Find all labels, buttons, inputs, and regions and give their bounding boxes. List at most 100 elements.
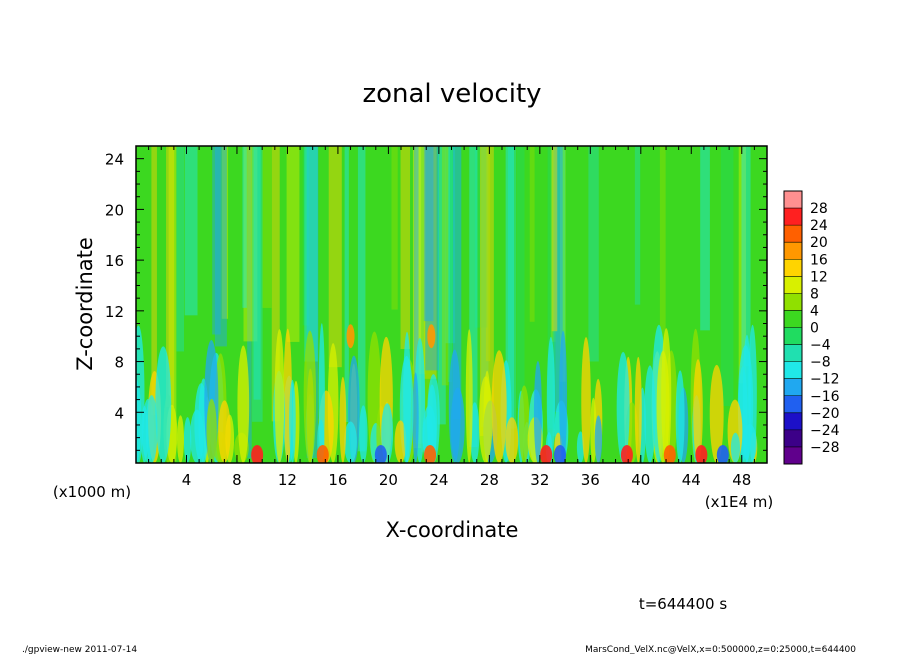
field-band — [445, 146, 456, 344]
field-band — [507, 146, 517, 429]
field-plume — [505, 417, 519, 463]
colorbar-swatch — [784, 327, 802, 346]
colorbar-label: 12 — [810, 269, 828, 285]
field-plume — [478, 376, 493, 463]
field-band — [516, 146, 525, 408]
field-band — [529, 146, 535, 322]
field-core — [554, 445, 567, 463]
field-plume — [693, 359, 703, 463]
x-tick-label: 8 — [232, 471, 242, 489]
field-plume — [136, 325, 145, 463]
field-plume — [465, 329, 473, 463]
field-plume — [533, 360, 542, 463]
field-band — [168, 146, 177, 462]
field-plume — [709, 364, 724, 463]
field-plume — [675, 370, 685, 463]
y-axis-label: Z-coordinate — [73, 237, 97, 371]
footer-right: MarsCond_VelX.nc@VelX,x=0:500000,z=0:250… — [585, 645, 856, 654]
y-tick-label: 24 — [105, 151, 124, 169]
colorbar-label: −12 — [810, 372, 840, 388]
colorbar-swatch — [784, 259, 802, 277]
field-core — [251, 445, 264, 463]
colorbar-label: −4 — [810, 338, 831, 354]
colorbar-swatch — [784, 208, 802, 226]
x-axis: 4 8 12 16 20 24 28 32 36 40 44 48 — [148, 146, 755, 489]
field-band — [479, 146, 494, 436]
y-axis: 4 8 12 16 20 24 — [105, 151, 767, 451]
colorbar-label: 28 — [810, 201, 828, 217]
field-band — [306, 146, 319, 458]
field-plume — [616, 351, 630, 463]
field-plume — [518, 385, 530, 463]
field-band — [286, 146, 300, 342]
field-band — [242, 146, 247, 308]
colorbar-swatch — [784, 446, 802, 465]
field-plume — [189, 409, 204, 463]
field-band — [423, 146, 434, 322]
field-plume — [546, 336, 555, 463]
field-band — [450, 146, 462, 450]
x-tick-label: 36 — [581, 471, 600, 489]
colorbar-swatch — [784, 395, 802, 414]
field-plume — [359, 405, 368, 463]
field-band — [243, 146, 258, 342]
field-band — [452, 146, 462, 419]
field-band — [634, 146, 641, 305]
field-band — [413, 146, 422, 449]
colorbar-swatch — [784, 191, 802, 209]
x-tick-label: 4 — [182, 471, 192, 489]
colorbar-swatch — [784, 429, 802, 448]
field-core — [424, 445, 437, 463]
colorbar-label: 24 — [810, 218, 828, 234]
colorbar-swatch — [784, 225, 802, 243]
field-band — [415, 146, 425, 444]
field-band — [447, 146, 453, 382]
x-tick-label: 28 — [480, 471, 499, 489]
field-band — [391, 146, 398, 310]
field-core — [663, 445, 676, 463]
field-band — [738, 146, 746, 384]
field-band — [481, 146, 489, 427]
colorbar-swatch — [784, 310, 802, 328]
x-tick-label: 16 — [328, 471, 347, 489]
field-band — [469, 146, 478, 447]
colorbar-label: −28 — [810, 440, 840, 456]
x-tick-label: 20 — [379, 471, 398, 489]
field-band — [252, 146, 263, 422]
field-plume — [206, 398, 217, 463]
field-band — [344, 146, 349, 423]
field-band — [553, 146, 563, 412]
colorbar-label: −20 — [810, 406, 840, 422]
field-band — [425, 146, 439, 371]
plot-area — [135, 145, 768, 464]
colorbar-label: 8 — [810, 286, 819, 302]
colorbar-swatch — [784, 361, 802, 380]
field-plume — [145, 395, 158, 463]
field-plume — [183, 417, 192, 463]
field-plume — [661, 328, 672, 463]
field-core — [427, 324, 436, 349]
field-plume — [289, 379, 296, 463]
x-tick-label: 44 — [682, 471, 701, 489]
footer-left: ./gpview-new 2011-07-14 — [22, 645, 137, 654]
field-plume — [177, 415, 184, 463]
field-band — [214, 146, 227, 347]
x-tick-label: 40 — [631, 471, 650, 489]
field-plume — [403, 331, 411, 463]
field-plume — [394, 420, 407, 463]
field-band — [505, 146, 515, 462]
field-plume — [491, 350, 507, 463]
colorbar-swatch — [784, 378, 802, 397]
colorbar-label: 20 — [810, 235, 828, 251]
field-plume — [303, 330, 317, 463]
field-band — [413, 146, 419, 393]
field-core — [620, 445, 633, 463]
y-tick-label: 16 — [105, 252, 124, 270]
field-plume — [634, 356, 642, 463]
field-band — [304, 146, 318, 362]
field-band — [151, 146, 157, 416]
field-band — [271, 146, 280, 422]
x-axis-label: X-coordinate — [386, 518, 519, 542]
